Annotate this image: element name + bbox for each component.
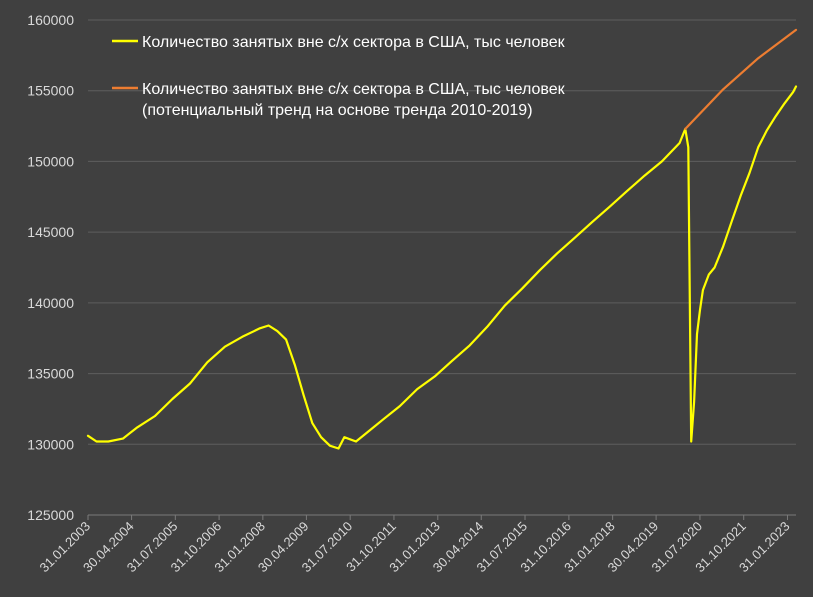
x-axis-ticks: 31.01.200330.04.200431.07.200531.10.2006…: [36, 515, 793, 575]
y-tick-label: 135000: [27, 366, 74, 382]
y-tick-label: 140000: [27, 295, 74, 311]
y-tick-label: 145000: [27, 224, 74, 240]
y-tick-label: 150000: [27, 153, 74, 169]
legend: Количество занятых вне с/х сектора в США…: [112, 34, 566, 119]
legend-label-trend-line2: (потенциальный тренд на основе тренда 20…: [142, 102, 533, 119]
y-tick-label: 130000: [27, 436, 74, 452]
legend-label-actual: Количество занятых вне с/х сектора в США…: [142, 34, 566, 51]
gridlines: [88, 19, 796, 516]
series-line-trend: [684, 28, 798, 130]
y-tick-label: 155000: [27, 83, 74, 99]
y-axis-ticks: 125000 130000 135000 140000 145000 150000 1550…: [27, 12, 74, 523]
y-tick-label: 125000: [27, 507, 74, 523]
series-lines: [86, 28, 798, 450]
legend-label-trend-line1: Количество занятых вне с/х сектора в США…: [142, 81, 566, 98]
y-tick-label: 160000: [27, 12, 74, 28]
series-line-actual: [86, 85, 798, 450]
